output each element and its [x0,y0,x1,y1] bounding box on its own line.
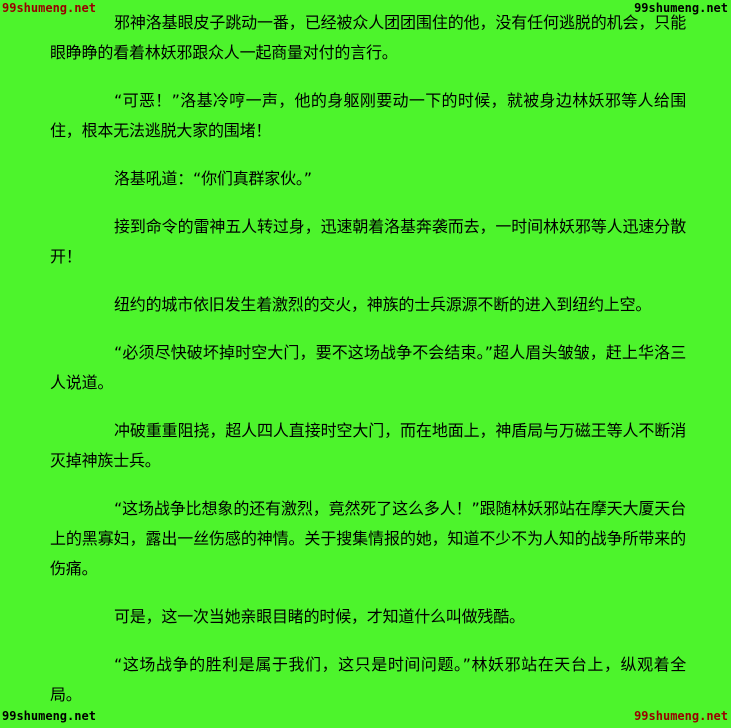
novel-paragraph: “这场战争比想象的还有激烈，竟然死了这么多人！”跟随林妖邪站在摩天大厦天台上的黑… [50,499,686,578]
novel-paragraph: 接到命令的雷神五人转过身，迅速朝着洛基奔袭而去，一时间林妖邪等人迅速分散开！ [50,217,686,266]
watermark-bottom-left: 99shumeng.net [2,709,96,723]
watermark-top-right: 99shumeng.net [634,1,728,15]
watermark-top-left: 99shumeng.net [2,1,96,15]
novel-paragraph: 冲破重重阻挠，超人四人直接时空大门，而在地面上，神盾局与万磁王等人不断消灭掉神族… [50,421,686,470]
novel-paragraph: 可是，这一次当她亲眼目睹的时候，才知道什么叫做残酷。 [114,607,525,626]
novel-text-area: 邪神洛基眼皮子跳动一番，已经被众人团团围住的他，没有任何逃脱的机会，只能眼睁睁的… [50,8,686,728]
novel-paragraph: 邪神洛基眼皮子跳动一番，已经被众人团团围住的他，没有任何逃脱的机会，只能眼睁睁的… [50,13,686,62]
novel-paragraph: “必须尽快破坏掉时空大门，要不这场战争不会结束。”超人眉头皱皱，赶上华洛三人说道… [50,343,686,392]
novel-paragraph: “可恶！”洛基冷哼一声，他的身躯刚要动一下的时候，就被身边林妖邪等人给围住，根本… [50,91,686,140]
novel-paragraph: 纽约的城市依旧发生着激烈的交火，神族的士兵源源不断的进入到纽约上空。 [114,295,652,314]
watermark-bottom-right: 99shumeng.net [634,709,728,723]
novel-paragraph: 洛基吼道：“你们真群家伙。” [114,169,312,188]
novel-paragraph: “这场战争的胜利是属于我们，这只是时间问题。”林妖邪站在天台上，纵观着全局。 [50,655,686,704]
